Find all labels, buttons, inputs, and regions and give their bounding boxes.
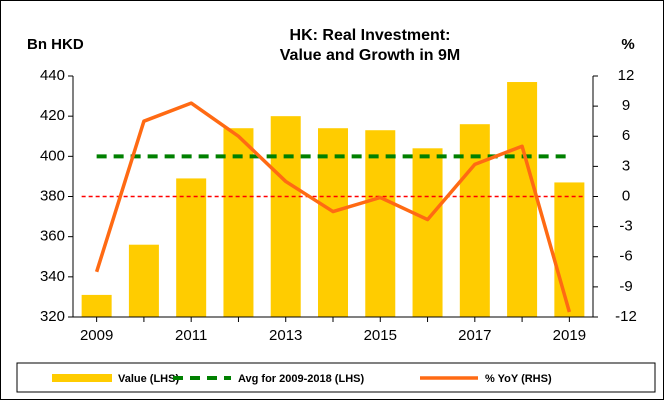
legend-box [16,362,656,393]
y2-tick-label: -12 [615,308,637,325]
bar [507,82,538,318]
bar [270,116,301,318]
y2-tick-label: 3 [622,157,630,174]
chart-title: HK: Real Investment: [290,27,451,44]
bar [412,148,443,317]
y2-tick-label: -9 [619,278,632,295]
y2-tick-label: 0 [622,187,630,204]
y-tick-label: 340 [40,268,65,285]
y-tick-label: 320 [40,308,65,325]
y2-tick-label: -6 [619,248,632,265]
bar [365,130,396,317]
y2-tick-label: 12 [618,67,635,84]
bar [81,294,112,317]
y2-tick-label: 6 [622,127,630,144]
legend-label: Value (LHS) [118,373,179,385]
bar [128,244,159,317]
bar [176,178,207,317]
y-tick-label: 420 [40,107,65,124]
y2-axis-label: % [621,36,634,53]
line-series [94,101,572,313]
bar [318,128,348,317]
y-axis-label: Bn HKD [27,36,84,53]
x-tick-label: 2019 [553,327,586,344]
y-tick-label: 380 [40,187,65,204]
bar [459,124,490,317]
y2-tick-label: -3 [619,218,632,235]
x-tick-label: 2013 [269,327,302,344]
bar [223,128,254,317]
y-tick-label: 360 [40,228,65,245]
x-tick-label: 2017 [458,327,491,344]
x-tick-label: 2009 [80,327,113,344]
y-tick-label: 440 [40,67,65,84]
legend-label: Avg for 2009-2018 (LHS) [238,373,364,385]
y-tick-label: 400 [40,147,65,164]
x-tick-label: 2015 [364,327,397,344]
chart-title: Value and Growth in 9M [280,47,460,64]
legend-swatch [52,374,112,382]
bar [554,182,585,317]
y2-tick-label: 9 [622,97,630,114]
x-tick-label: 2011 [175,327,207,344]
legend-label: % YoY (RHS) [485,373,552,385]
